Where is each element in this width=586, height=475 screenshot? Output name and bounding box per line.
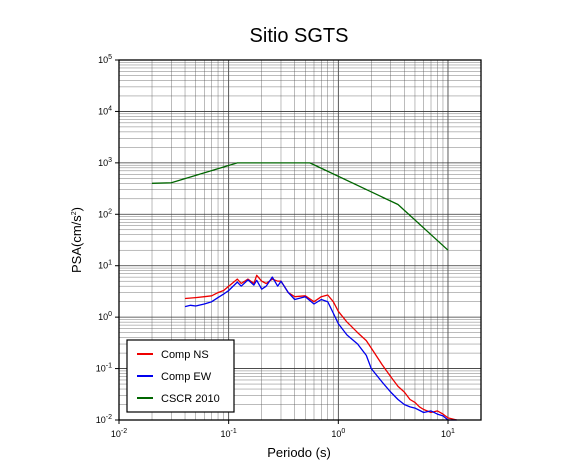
- x-tick-label: 101: [441, 428, 455, 439]
- x-axis-label: Periodo (s): [267, 445, 331, 460]
- series-comp-ns-line: [184, 274, 457, 421]
- y-tick-label: 103: [98, 157, 112, 168]
- series-layer: [151, 162, 457, 421]
- x-tick-label: 100: [331, 428, 345, 439]
- legend-label-cscr-2010: CSCR 2010: [161, 393, 220, 405]
- series-comp-ew-line: [184, 276, 457, 421]
- x-tick-label: 10-2: [111, 428, 127, 439]
- tick-labels: 10-2 10-1 100 101 10-2 10-1 100 101 102 103 104 105: [96, 54, 455, 439]
- y-tick-label: 105: [98, 54, 112, 65]
- y-axis-label: PSA(cm/s2): [69, 207, 84, 273]
- y-tick-label: 101: [98, 260, 112, 271]
- y-tick-label: 10-2: [96, 414, 112, 425]
- series-cscr-2010-line: [151, 162, 449, 251]
- legend-label-comp-ew: Comp EW: [161, 371, 212, 383]
- y-tick-label: 102: [98, 208, 112, 219]
- legend: Comp NS Comp EW CSCR 2010: [126, 339, 235, 413]
- y-tick-label: 100: [98, 311, 112, 322]
- y-tick-label: 10-1: [96, 363, 112, 374]
- legend-label-comp-ns: Comp NS: [161, 349, 209, 361]
- plot-frame: [118, 59, 482, 421]
- y-tick-label: 104: [98, 105, 112, 116]
- x-tick-label: 10-1: [221, 428, 237, 439]
- chart-title: Sitio SGTS: [250, 25, 349, 47]
